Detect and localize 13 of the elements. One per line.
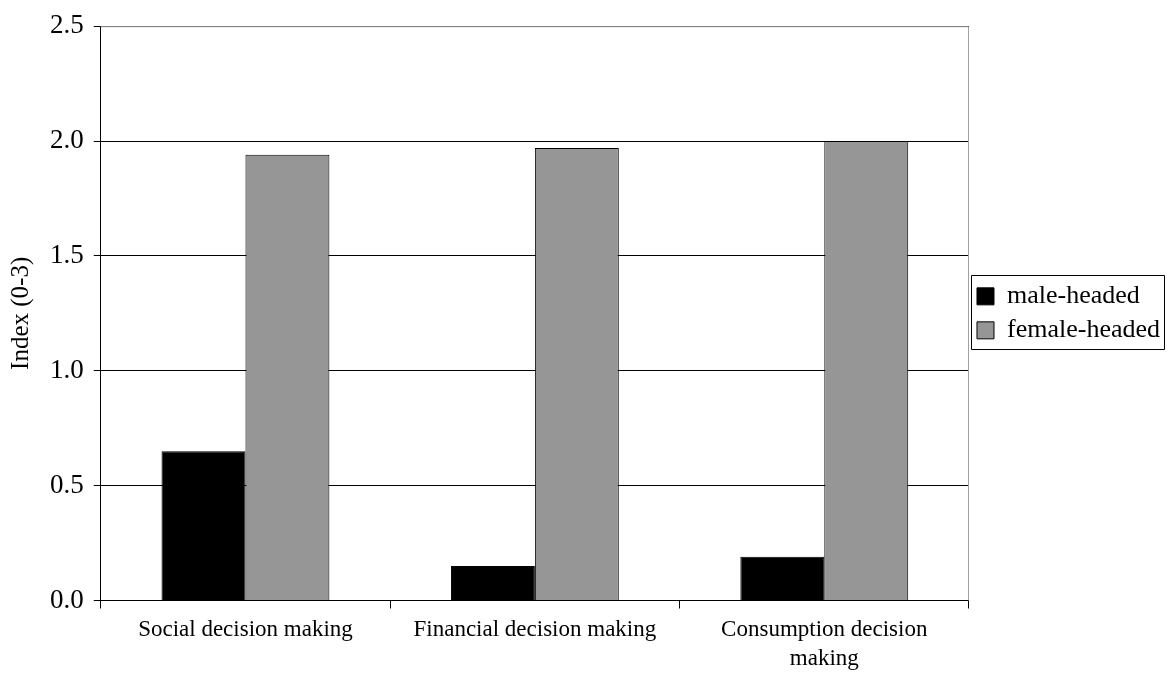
y-tick-label: 2.0: [50, 124, 84, 155]
y-tick-label: 2.5: [50, 9, 84, 40]
y-tick-label: 1.5: [50, 239, 84, 270]
legend-label: male-headed: [1007, 280, 1140, 310]
x-tick-label: Social decision making: [138, 615, 354, 641]
y-tick-label: 0.0: [50, 583, 84, 614]
x-tick-label: Consumption decision making: [721, 615, 928, 670]
y-tick-label: 1.0: [50, 353, 84, 384]
x-tick-label: Financial decision making: [413, 615, 657, 641]
y-axis-title: Index (0-3): [5, 256, 34, 370]
legend-label: female-headed: [1007, 314, 1161, 344]
y-tick-label: 0.5: [50, 468, 84, 499]
bar: [740, 556, 825, 600]
